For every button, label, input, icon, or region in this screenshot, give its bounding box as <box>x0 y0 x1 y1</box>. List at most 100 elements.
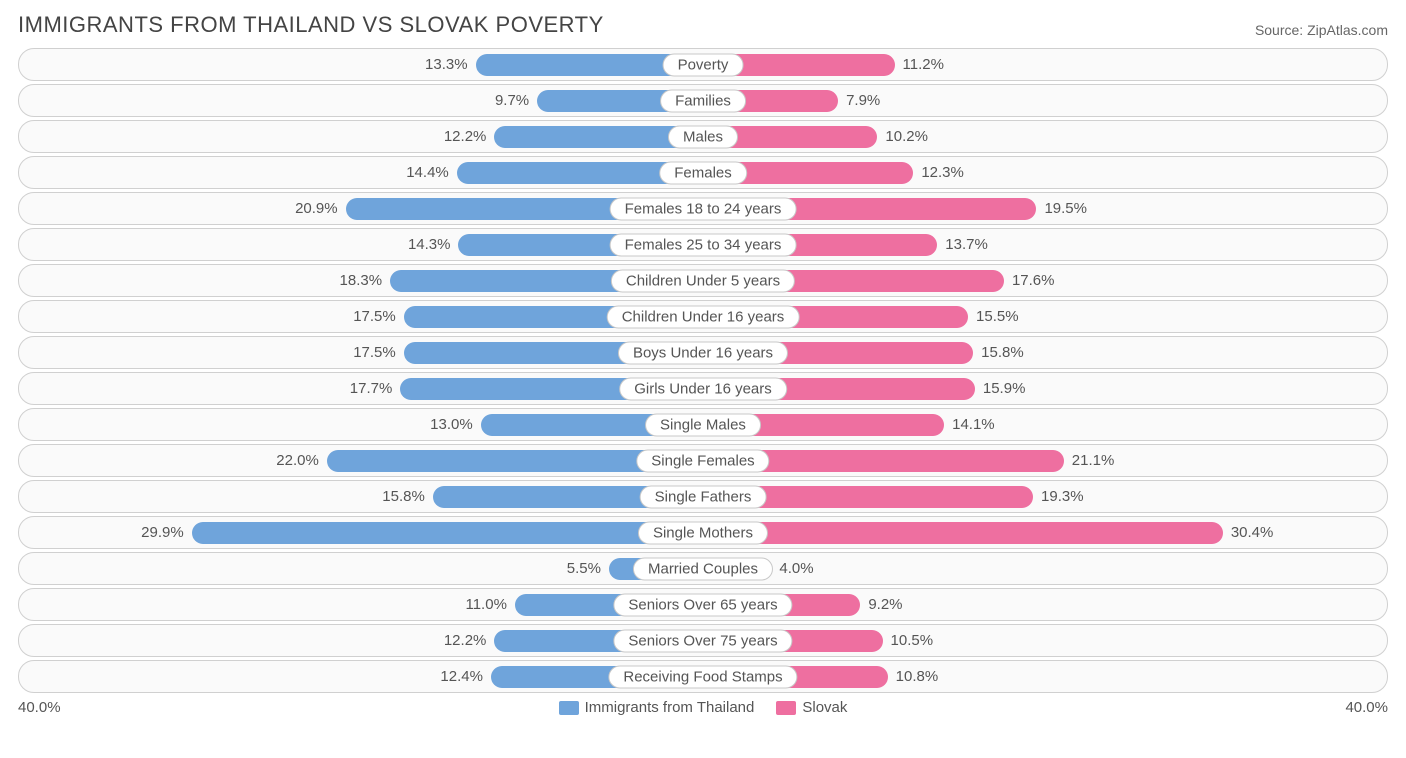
row-right-half: 7.9% <box>703 85 1387 116</box>
legend-swatch-right <box>776 701 796 715</box>
row-right-half: 11.2% <box>703 49 1387 80</box>
row-left-value: 12.4% <box>432 668 491 685</box>
row-left-value: 17.7% <box>342 380 401 397</box>
chart-row: 5.5% 4.0%Married Couples <box>18 552 1388 585</box>
row-left-value: 12.2% <box>436 632 495 649</box>
chart-source: Source: ZipAtlas.com <box>1255 22 1388 38</box>
row-category-label: Seniors Over 75 years <box>613 629 792 652</box>
row-left-half: 18.3% <box>19 265 703 296</box>
row-right-half: 4.0% <box>703 553 1387 584</box>
source-label: Source: <box>1255 22 1303 38</box>
row-category-label: Families <box>660 89 746 112</box>
row-left-value: 12.2% <box>436 128 495 145</box>
row-right-value: 10.5% <box>883 632 942 649</box>
row-right-value: 11.2% <box>895 56 952 73</box>
row-right-half: 30.4% <box>703 517 1387 548</box>
row-category-label: Single Mothers <box>638 521 768 544</box>
row-left-value: 15.8% <box>374 488 433 505</box>
row-right-half: 9.2% <box>703 589 1387 620</box>
row-left-value: 13.3% <box>417 56 476 73</box>
row-left-value: 11.0% <box>457 596 514 613</box>
row-left-half: 15.8% <box>19 481 703 512</box>
chart-row: 17.5% 15.8% Boys Under 16 years <box>18 336 1388 369</box>
row-left-bar <box>192 522 703 544</box>
row-left-half: 17.5% <box>19 301 703 332</box>
row-category-label: Females 25 to 34 years <box>610 233 797 256</box>
row-right-bar <box>703 522 1223 544</box>
source-name: ZipAtlas.com <box>1307 22 1388 38</box>
row-left-half: 9.7% <box>19 85 703 116</box>
row-category-label: Boys Under 16 years <box>618 341 788 364</box>
row-left-half: 29.9% <box>19 517 703 548</box>
legend-label-left: Immigrants from Thailand <box>585 699 755 716</box>
row-category-label: Receiving Food Stamps <box>608 665 797 688</box>
chart-row: 12.2% 10.5% Seniors Over 75 years <box>18 624 1388 657</box>
chart-footer: 40.0% Immigrants from Thailand Slovak 40… <box>18 699 1388 716</box>
row-category-label: Single Males <box>645 413 761 436</box>
row-category-label: Married Couples <box>633 557 773 580</box>
row-right-value: 30.4% <box>1223 524 1282 541</box>
row-right-value: 10.8% <box>888 668 947 685</box>
row-left-value: 18.3% <box>332 272 391 289</box>
chart-row: 17.5%15.5%Children Under 16 years <box>18 300 1388 333</box>
row-left-value: 9.7% <box>487 92 537 109</box>
axis-max-right: 40.0% <box>1345 699 1388 716</box>
row-right-value: 13.7% <box>937 236 996 253</box>
row-left-half: 12.2% <box>19 121 703 152</box>
chart-row: 13.0%14.1%Single Males <box>18 408 1388 441</box>
row-category-label: Poverty <box>663 53 744 76</box>
row-right-half: 17.6% <box>703 265 1387 296</box>
row-right-half: 15.5% <box>703 301 1387 332</box>
legend-label-right: Slovak <box>802 699 847 716</box>
row-left-value: 17.5% <box>345 308 404 325</box>
row-right-value: 15.9% <box>975 380 1034 397</box>
row-right-half: 10.2% <box>703 121 1387 152</box>
row-left-half: 12.2% <box>19 625 703 656</box>
row-left-half: 20.9% <box>19 193 703 224</box>
row-left-value: 22.0% <box>268 452 327 469</box>
row-right-half: 19.3% <box>703 481 1387 512</box>
row-category-label: Males <box>668 125 738 148</box>
chart-row: 14.4%12.3%Females <box>18 156 1388 189</box>
row-right-half: 10.5% <box>703 625 1387 656</box>
row-right-value: 19.3% <box>1033 488 1092 505</box>
row-left-half: 5.5% <box>19 553 703 584</box>
row-category-label: Females <box>659 161 747 184</box>
row-left-half: 22.0% <box>19 445 703 476</box>
legend-swatch-left <box>559 701 579 715</box>
row-left-value: 14.3% <box>400 236 459 253</box>
row-right-value: 15.5% <box>968 308 1027 325</box>
row-right-half: 21.1% <box>703 445 1387 476</box>
row-right-value: 21.1% <box>1064 452 1123 469</box>
row-right-value: 4.0% <box>771 560 821 577</box>
row-right-half: 15.8% <box>703 337 1387 368</box>
legend: Immigrants from Thailand Slovak <box>61 699 1346 716</box>
row-left-half: 12.4% <box>19 661 703 692</box>
legend-item-left: Immigrants from Thailand <box>559 699 755 716</box>
row-category-label: Females 18 to 24 years <box>610 197 797 220</box>
row-left-value: 14.4% <box>398 164 457 181</box>
row-category-label: Single Females <box>636 449 769 472</box>
row-right-value: 19.5% <box>1036 200 1095 217</box>
row-right-half: 15.9% <box>703 373 1387 404</box>
chart-row: 17.7%15.9%Girls Under 16 years <box>18 372 1388 405</box>
chart-row: 11.0% 9.2% Seniors Over 65 years <box>18 588 1388 621</box>
row-right-value: 15.8% <box>973 344 1032 361</box>
chart-row: 18.3%17.6%Children Under 5 years <box>18 264 1388 297</box>
row-left-half: 13.3% <box>19 49 703 80</box>
row-left-value: 20.9% <box>287 200 346 217</box>
chart-title: IMMIGRANTS FROM THAILAND VS SLOVAK POVER… <box>18 12 604 38</box>
row-right-half: 13.7% <box>703 229 1387 260</box>
row-left-value: 5.5% <box>559 560 609 577</box>
chart-header: IMMIGRANTS FROM THAILAND VS SLOVAK POVER… <box>18 12 1388 38</box>
row-right-half: 10.8% <box>703 661 1387 692</box>
row-category-label: Seniors Over 65 years <box>613 593 792 616</box>
chart-row: 12.2% 10.2%Males <box>18 120 1388 153</box>
axis-max-left: 40.0% <box>18 699 61 716</box>
row-right-value: 9.2% <box>860 596 910 613</box>
row-left-half: 14.3% <box>19 229 703 260</box>
row-left-half: 17.5% <box>19 337 703 368</box>
chart-row: 14.3% 13.7% Females 25 to 34 years <box>18 228 1388 261</box>
chart-row: 29.9% 30.4% Single Mothers <box>18 516 1388 549</box>
row-left-value: 13.0% <box>422 416 481 433</box>
